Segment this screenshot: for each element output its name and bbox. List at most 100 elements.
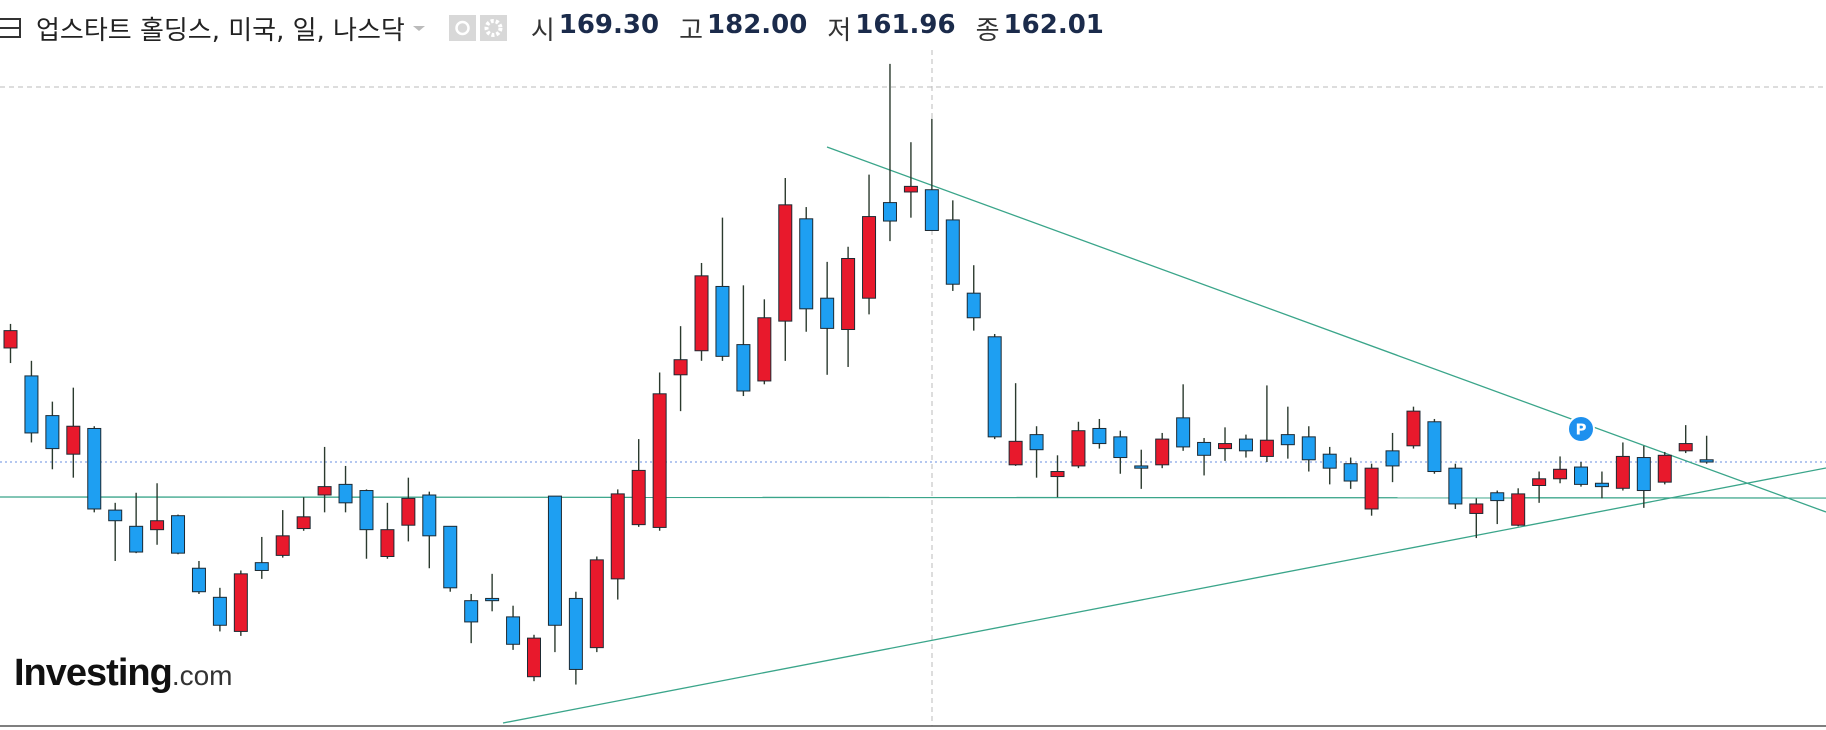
candle-body [1427, 421, 1442, 473]
ohlc-label: 시 [530, 15, 555, 46]
candle-body [1615, 455, 1630, 489]
candle-body [254, 562, 269, 571]
candle-body [799, 218, 814, 310]
candle-body [1176, 417, 1191, 448]
candle-body [296, 516, 311, 530]
candle-body [317, 486, 332, 496]
candle-body [150, 520, 165, 531]
candle-body [715, 285, 730, 357]
candle-body [1469, 503, 1484, 514]
candle-body [1050, 471, 1065, 478]
candle-body [882, 202, 897, 222]
candle-body [924, 189, 939, 231]
candle-body [108, 509, 123, 522]
candle-body [1636, 457, 1651, 492]
candle-body [1574, 466, 1588, 485]
annotation-marker[interactable] [1567, 415, 1595, 443]
candle-body [1238, 438, 1253, 452]
candle-body [1322, 453, 1337, 469]
candle-body [485, 597, 500, 602]
candle-body [966, 292, 981, 319]
candle-body [1343, 463, 1358, 482]
candle-body [1699, 459, 1714, 463]
candle-body [1364, 467, 1379, 510]
ohlc-value: 161.96 [855, 9, 956, 40]
candle-body [631, 469, 646, 526]
candle-body [652, 393, 667, 528]
dropdown[interactable] [409, 18, 429, 38]
candle-body [3, 330, 18, 349]
ohlc-label: 고 [679, 15, 704, 46]
candle-body [233, 573, 248, 632]
candle-body [1134, 465, 1149, 469]
candle-body [275, 535, 290, 556]
logo-brand: Investing [14, 652, 173, 694]
candle-body [1301, 436, 1316, 461]
candle-body [1511, 493, 1526, 526]
support-line [0, 496, 1826, 499]
header: 업스타트 홀딩스, 미국, 일, 나스닥 시 169.30 고 182.00 저 161.… [0, 8, 1104, 48]
candle-body [1594, 482, 1609, 488]
candle-body [1092, 427, 1107, 445]
candle-body [673, 359, 688, 376]
candle-body [401, 497, 416, 526]
candle-body [1657, 454, 1672, 483]
candle-body [841, 258, 856, 331]
ohlc-value: 169.30 [558, 9, 660, 40]
candle-body [191, 567, 206, 593]
ohlc: 시 169.30 고 182.00 저 161.96 종 162.01 [511, 10, 1104, 47]
candle-body [694, 275, 709, 352]
candle-body [1218, 443, 1233, 450]
candle-body [610, 493, 625, 580]
candle-body [506, 616, 521, 645]
candle-body [1155, 438, 1170, 466]
candle-body [422, 494, 437, 537]
candle-body [736, 344, 751, 392]
candle-body [568, 597, 583, 670]
candle-body [1553, 468, 1568, 480]
candle-body [1532, 478, 1547, 486]
candle-body [1071, 430, 1086, 467]
candle-body [24, 375, 39, 434]
candle-body [547, 495, 562, 626]
ohlc-value: 182.00 [707, 9, 808, 40]
candle-body [1448, 467, 1463, 505]
candle-body [443, 525, 458, 589]
candle-body [66, 425, 81, 455]
candle-body [129, 525, 144, 553]
candle-body [1385, 450, 1400, 467]
candle-body [1113, 436, 1128, 459]
candle-body [87, 427, 102, 510]
annotation-label: P [1576, 421, 1587, 439]
candle-body [862, 216, 877, 299]
candle-body [1490, 492, 1505, 502]
candle-body [464, 600, 479, 623]
logo: Investing.com [14, 652, 233, 695]
candle-body [757, 317, 772, 382]
candles [3, 63, 1714, 685]
ohlc-label: 저 [827, 15, 852, 46]
candle-body [987, 336, 1002, 438]
candle-body [778, 204, 793, 322]
candle-body [212, 596, 227, 626]
candle-body [1406, 410, 1421, 447]
candle-body [1008, 440, 1023, 466]
candle-body [589, 559, 604, 649]
candle-body [1678, 443, 1693, 452]
trend-line [502, 467, 1826, 724]
candle-body [945, 219, 960, 285]
title: 업스타트 홀딩스, 미국, 일, 나스닥 [36, 15, 405, 46]
candle-body [171, 515, 186, 554]
candle-body [903, 185, 918, 193]
candle-body [527, 637, 541, 678]
candle-body [380, 529, 395, 558]
tool-icons[interactable] [448, 13, 511, 43]
candle-body [338, 483, 353, 504]
candle-body [1280, 434, 1295, 446]
candle-body [1259, 439, 1274, 457]
ohlc-value: 162.01 [1003, 9, 1104, 40]
menu-icon[interactable] [0, 15, 26, 41]
logo-suffix: .com [171, 660, 233, 691]
